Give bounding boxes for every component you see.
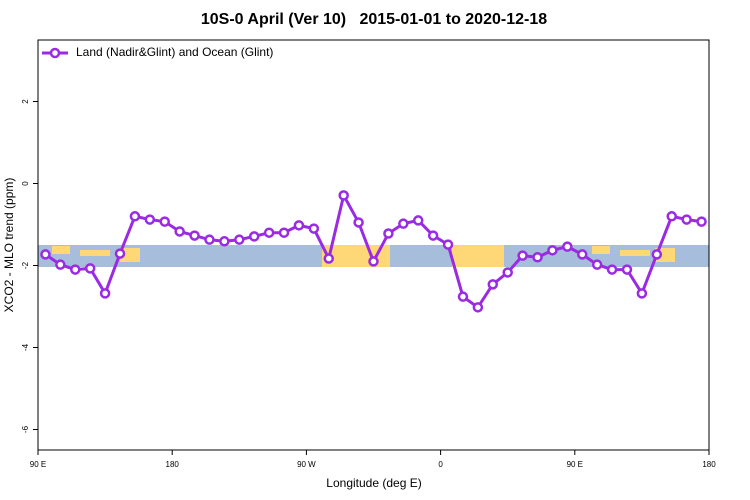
data-point [278, 227, 290, 238]
y-tick-label: 0 [21, 181, 30, 186]
y-tick-label: 2 [21, 99, 30, 104]
data-point [427, 230, 439, 241]
land-patch [80, 250, 110, 256]
data-point [174, 226, 185, 237]
x-tick-label: 90 E [30, 460, 46, 469]
data-point [562, 241, 573, 252]
data-point [696, 216, 707, 227]
data-point [189, 230, 200, 241]
data-point [204, 234, 215, 245]
data-point [636, 288, 648, 299]
x-tick-label: 90 W [297, 460, 316, 469]
data-point [666, 211, 677, 222]
chart-title: 10S-0 April (Ver 10) 2015-01-01 to 2020-… [201, 11, 547, 28]
data-point [577, 249, 588, 260]
data-point [263, 227, 275, 238]
data-point [398, 218, 409, 229]
data-point [70, 264, 81, 275]
data-point [591, 259, 603, 270]
data-point [368, 256, 379, 267]
data-point [442, 239, 454, 250]
data-point [234, 234, 245, 245]
x-tick-label: 180 [166, 460, 180, 469]
data-point [353, 217, 364, 228]
legend-label: Land (Nadir&Glint) and Ocean (Glint) [76, 45, 273, 59]
data-point [219, 236, 230, 247]
data-point [40, 249, 51, 260]
land-patch [452, 245, 504, 267]
data-point [248, 231, 260, 242]
data-point [114, 248, 126, 259]
x-tick-label: 0 [438, 460, 443, 469]
data-point [517, 250, 528, 261]
x-tick-label: 90 E [567, 460, 583, 469]
map-strip [38, 245, 709, 267]
data-point [487, 279, 499, 290]
data-point [457, 291, 469, 302]
data-point [472, 302, 484, 313]
y-tick-label: -2 [21, 261, 30, 269]
x-tick-label: 180 [702, 460, 716, 469]
data-point [547, 245, 558, 256]
data-point [55, 259, 66, 270]
y-tick-label: -6 [21, 425, 30, 433]
data-point [99, 288, 111, 299]
land-patch [592, 246, 610, 254]
data-point [651, 249, 663, 260]
data-point [606, 264, 618, 275]
plot-frame [37, 39, 710, 451]
data-point [338, 190, 349, 201]
data-point [308, 223, 320, 234]
y-tick-label: -4 [21, 343, 30, 351]
y-axis-label: XCO2 - MLO trend (ppm) [2, 178, 16, 313]
land-patch [620, 250, 650, 256]
land-patch [52, 246, 70, 254]
data-point [323, 253, 335, 264]
data-point [144, 214, 156, 225]
data-point [159, 216, 170, 227]
data-point [621, 264, 633, 275]
data-point [412, 215, 424, 226]
land-patch [120, 248, 140, 262]
data-point [681, 214, 692, 225]
x-axis-label: Longitude (deg E) [326, 476, 421, 490]
data-point [502, 267, 513, 278]
data-point [129, 211, 141, 222]
data-point [383, 228, 394, 239]
legend-marker [49, 47, 61, 59]
data-point [532, 252, 543, 263]
data-point [293, 220, 305, 231]
data-point [84, 263, 96, 274]
